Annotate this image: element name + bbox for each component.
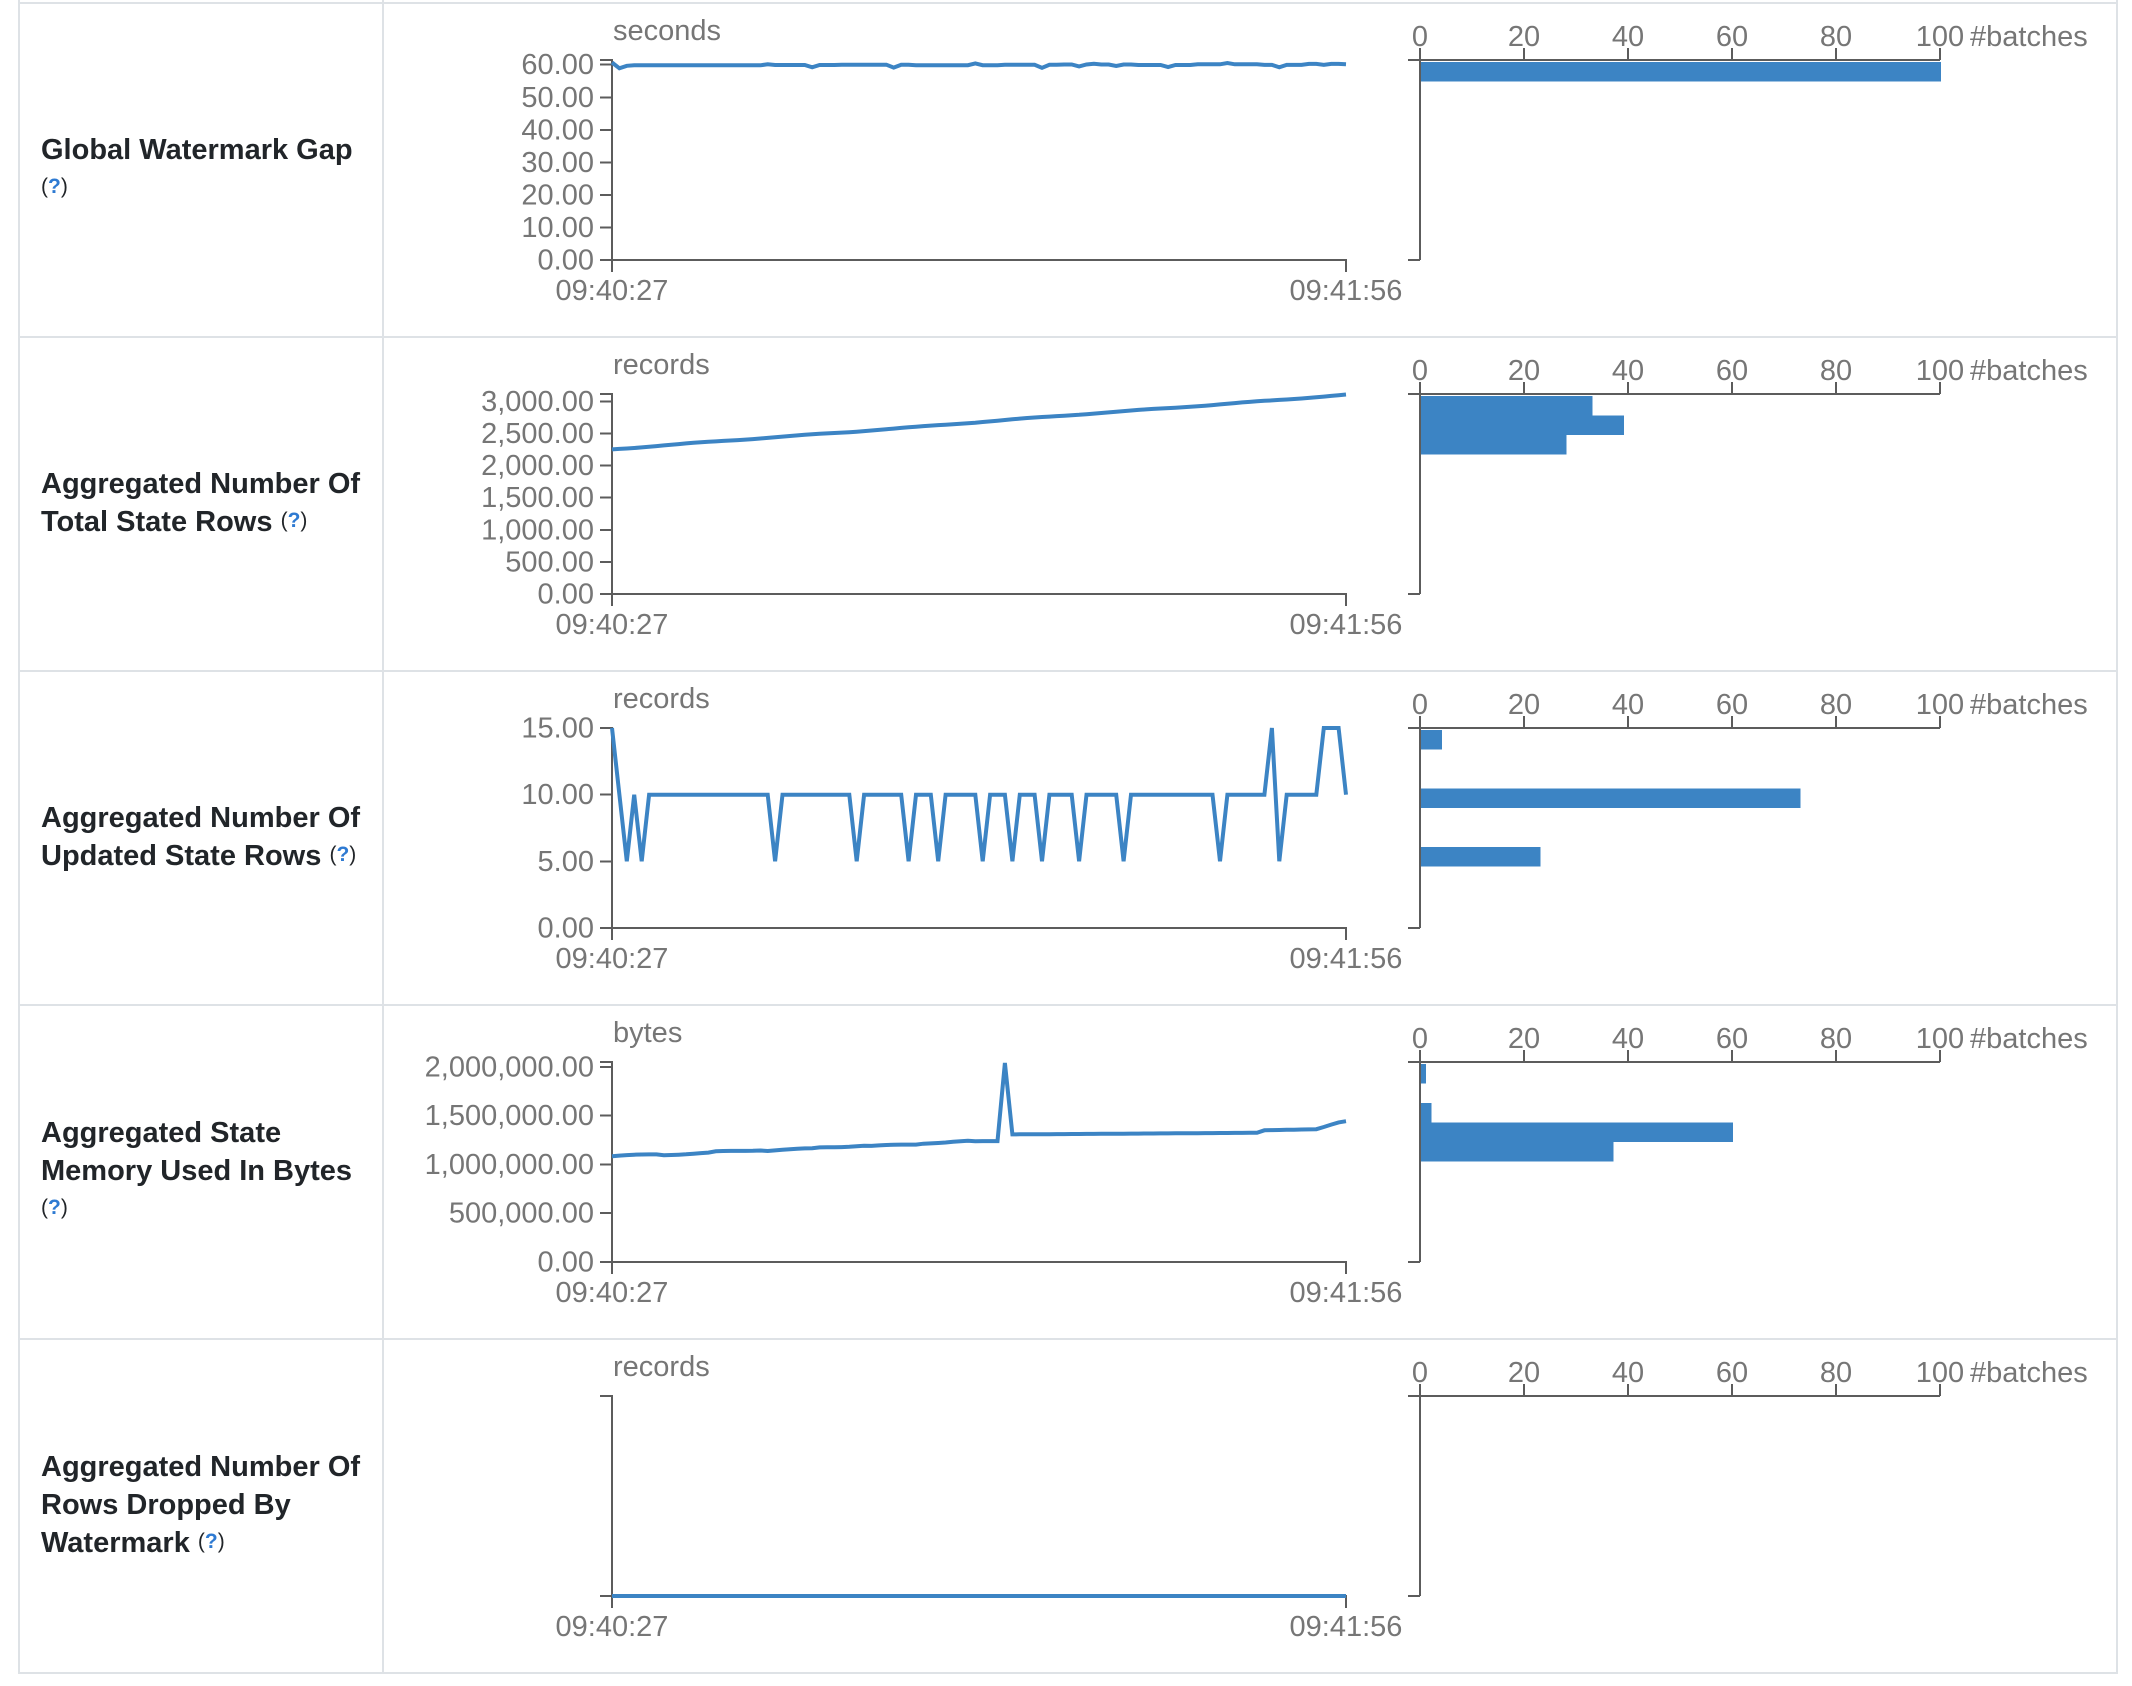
svg-text:80: 80 — [1820, 21, 1852, 53]
svg-text:20: 20 — [1508, 21, 1540, 53]
svg-text:1,500,000.00: 1,500,000.00 — [425, 1100, 594, 1132]
svg-text:10.00: 10.00 — [521, 212, 594, 244]
svg-text:60: 60 — [1716, 1023, 1748, 1055]
svg-text:#batches: #batches — [1970, 1357, 2088, 1389]
svg-text:100: 100 — [1916, 1357, 1964, 1389]
svg-text:100: 100 — [1916, 689, 1964, 721]
svg-text:60: 60 — [1716, 21, 1748, 53]
svg-text:#batches: #batches — [1970, 355, 2088, 387]
svg-text:20.00: 20.00 — [521, 179, 594, 211]
svg-text:0: 0 — [1412, 689, 1428, 721]
svg-text:500,000.00: 500,000.00 — [449, 1198, 594, 1230]
svg-text:20: 20 — [1508, 355, 1540, 387]
svg-text:20: 20 — [1508, 1357, 1540, 1389]
svg-text:60: 60 — [1716, 1357, 1748, 1389]
svg-text:0: 0 — [1412, 355, 1428, 387]
svg-text:09:40:27: 09:40:27 — [556, 609, 669, 641]
svg-text:09:41:56: 09:41:56 — [1290, 943, 1403, 975]
svg-text:60: 60 — [1716, 355, 1748, 387]
svg-text:5.00: 5.00 — [538, 846, 594, 878]
svg-text:60: 60 — [1716, 689, 1748, 721]
svg-text:#batches: #batches — [1970, 21, 2088, 53]
svg-text:20: 20 — [1508, 689, 1540, 721]
svg-text:2,500.00: 2,500.00 — [481, 418, 594, 450]
svg-text:#batches: #batches — [1970, 1023, 2088, 1055]
svg-text:80: 80 — [1820, 355, 1852, 387]
svg-text:1,500.00: 1,500.00 — [481, 482, 594, 514]
svg-text:records: records — [613, 1351, 710, 1383]
svg-text:0.00: 0.00 — [538, 245, 594, 277]
svg-text:100: 100 — [1916, 21, 1964, 53]
svg-text:30.00: 30.00 — [521, 147, 594, 179]
svg-text:100: 100 — [1916, 1023, 1964, 1055]
svg-text:40: 40 — [1612, 21, 1644, 53]
svg-text:0: 0 — [1412, 21, 1428, 53]
svg-text:80: 80 — [1820, 689, 1852, 721]
svg-text:0.00: 0.00 — [538, 1247, 594, 1279]
svg-text:#batches: #batches — [1970, 689, 2088, 721]
svg-text:0: 0 — [1412, 1357, 1428, 1389]
svg-text:09:40:27: 09:40:27 — [556, 1277, 669, 1309]
svg-text:0.00: 0.00 — [538, 579, 594, 611]
svg-text:09:40:27: 09:40:27 — [556, 1611, 669, 1643]
svg-text:100: 100 — [1916, 355, 1964, 387]
svg-text:40: 40 — [1612, 689, 1644, 721]
svg-text:80: 80 — [1820, 1023, 1852, 1055]
svg-text:09:40:27: 09:40:27 — [556, 275, 669, 307]
svg-text:09:40:27: 09:40:27 — [556, 943, 669, 975]
svg-text:0.00: 0.00 — [538, 913, 594, 945]
svg-text:40: 40 — [1612, 355, 1644, 387]
svg-text:80: 80 — [1820, 1357, 1852, 1389]
svg-text:40.00: 40.00 — [521, 114, 594, 146]
svg-text:09:41:56: 09:41:56 — [1290, 1611, 1403, 1643]
svg-text:09:41:56: 09:41:56 — [1290, 275, 1403, 307]
svg-text:40: 40 — [1612, 1357, 1644, 1389]
svg-text:0: 0 — [1412, 1023, 1428, 1055]
svg-text:2,000.00: 2,000.00 — [481, 450, 594, 482]
svg-text:60.00: 60.00 — [521, 49, 594, 81]
svg-text:500.00: 500.00 — [505, 546, 594, 578]
svg-text:09:41:56: 09:41:56 — [1290, 1277, 1403, 1309]
svg-text:records: records — [613, 349, 710, 381]
svg-text:1,000.00: 1,000.00 — [481, 514, 594, 546]
svg-text:10.00: 10.00 — [521, 779, 594, 811]
svg-text:2,000,000.00: 2,000,000.00 — [425, 1051, 594, 1083]
svg-text:15.00: 15.00 — [521, 713, 594, 745]
svg-text:3,000.00: 3,000.00 — [481, 386, 594, 418]
svg-text:40: 40 — [1612, 1023, 1644, 1055]
svg-text:09:41:56: 09:41:56 — [1290, 609, 1403, 641]
svg-text:records: records — [613, 683, 710, 715]
svg-text:50.00: 50.00 — [521, 82, 594, 114]
svg-text:seconds: seconds — [613, 15, 721, 47]
svg-text:20: 20 — [1508, 1023, 1540, 1055]
svg-text:bytes: bytes — [613, 1017, 682, 1049]
svg-text:1,000,000.00: 1,000,000.00 — [425, 1149, 594, 1181]
